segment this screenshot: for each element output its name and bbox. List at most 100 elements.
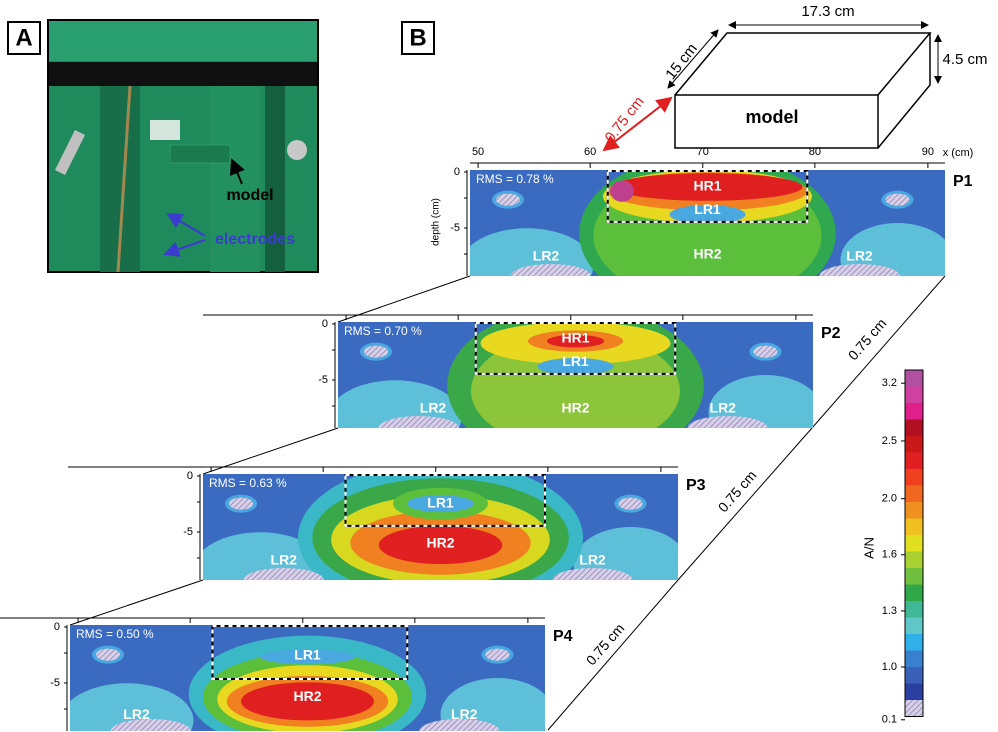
rms-label: RMS = 0.78 % — [476, 172, 554, 186]
contour — [378, 525, 503, 565]
spacing-label: 0.75 cm — [583, 620, 628, 668]
photo — [47, 19, 319, 273]
depth-axis-label: depth (cm) — [431, 198, 442, 246]
hatch — [229, 497, 253, 510]
contour — [840, 223, 945, 276]
arrow — [230, 158, 245, 185]
y-tick-label: 0 — [454, 166, 460, 178]
zone-label: LR1 — [562, 353, 589, 369]
label-box — [7, 21, 41, 55]
zone-label: LR2 — [271, 552, 298, 568]
color-swatch — [905, 436, 923, 453]
arrow — [166, 212, 206, 237]
hatch — [96, 648, 120, 661]
color-swatch — [905, 568, 923, 585]
contour — [573, 527, 678, 580]
color-swatch — [905, 469, 923, 486]
zone-label: HR2 — [293, 688, 321, 704]
photo-annotation: electrodes — [215, 231, 295, 248]
color-swatch — [905, 386, 923, 403]
profile: 50 60 70 80 90 0 -5 RMS = 0.78 % P1 HR1 LR1 HR2 LR2 L… — [450, 146, 973, 276]
zone-label: LR2 — [846, 248, 873, 264]
profile-name: P2 — [821, 325, 841, 342]
profile-name: P1 — [953, 173, 973, 190]
contour-plot — [338, 322, 813, 428]
color-swatch — [905, 584, 923, 601]
color-swatch — [905, 551, 923, 568]
color-swatch — [905, 683, 923, 700]
dimension-label: 15 cm — [662, 40, 701, 83]
contour — [260, 649, 355, 665]
panel-label: B — [409, 24, 426, 51]
dimension-label: 4.5 cm — [942, 51, 987, 68]
rms-label: RMS = 0.63 % — [209, 476, 287, 490]
colorbar-tick-label: 0.1 — [882, 714, 897, 726]
panel-label: A — [15, 24, 32, 51]
zone-label: LR2 — [123, 706, 150, 722]
target-box-dash — [474, 322, 677, 375]
hatch — [378, 416, 459, 428]
hatch — [110, 719, 191, 731]
color-swatch — [905, 370, 923, 387]
x-axis-label: x (cm) — [943, 147, 974, 159]
y-tick-label: -5 — [183, 526, 193, 538]
rms-label: RMS = 0.50 % — [76, 627, 154, 641]
y-tick-label: -5 — [450, 222, 460, 234]
contour — [708, 375, 813, 428]
zone-label: LR1 — [694, 201, 721, 217]
zone-label: LR2 — [710, 400, 737, 416]
color-swatch — [905, 617, 923, 634]
arrow — [163, 239, 206, 257]
contour — [338, 380, 462, 428]
contour — [612, 173, 803, 201]
color-swatch — [905, 452, 923, 469]
x-tick-label: 50 — [472, 146, 484, 158]
contour — [547, 334, 604, 348]
contour — [537, 358, 614, 375]
colorbar-tick-label: 2.0 — [882, 493, 897, 505]
color-swatch — [905, 535, 923, 552]
contour — [610, 180, 634, 202]
contour — [440, 678, 545, 731]
zone-label: LR1 — [427, 494, 454, 510]
zone-label: LR2 — [579, 552, 606, 568]
y-tick-label: 0 — [187, 470, 193, 482]
colorbar-label: A/N — [861, 537, 876, 559]
color-swatch — [905, 403, 923, 420]
x-tick-label: 90 — [922, 146, 934, 158]
contour-plot — [470, 170, 945, 276]
offset-label: 0.75 cm — [601, 93, 647, 146]
hatch — [364, 345, 388, 358]
rms-label: RMS = 0.70 % — [344, 324, 422, 338]
y-tick-label: 0 — [54, 621, 60, 633]
contour — [241, 682, 374, 721]
zone-label: HR2 — [561, 400, 589, 416]
target-box-dash — [606, 170, 809, 223]
hatch — [687, 416, 768, 428]
zone-label: LR2 — [420, 400, 447, 416]
hatch — [552, 568, 633, 580]
y-tick-label: -5 — [50, 677, 60, 689]
hatch — [819, 264, 900, 276]
dimension-label: 17.3 cm — [801, 3, 854, 20]
offset-arrow — [602, 96, 673, 152]
color-swatch — [905, 650, 923, 667]
zone-label: LR1 — [294, 646, 321, 662]
hatch — [618, 497, 643, 510]
colorbar-tick-label: 1.0 — [882, 661, 897, 673]
color-swatch — [905, 502, 923, 519]
label-box — [401, 21, 435, 55]
colorbar-tick-label: 3.2 — [882, 377, 897, 389]
profile: 0 -5 RMS = 0.70 % P2 HR1 LR1 HR2 LR2 LR2 — [203, 314, 841, 428]
dimension-arrow — [667, 29, 719, 89]
y-tick-label: -5 — [318, 374, 328, 386]
zone-label: LR2 — [533, 248, 560, 264]
contour — [203, 532, 327, 580]
hatch — [485, 648, 510, 661]
hatch — [419, 719, 500, 731]
profile: 0 -5 RMS = 0.50 % P4 LR1 HR2 LR2 LR2 — [0, 617, 573, 731]
x-tick-label: 80 — [809, 146, 821, 158]
hatch — [496, 193, 520, 206]
hatch — [243, 568, 324, 580]
